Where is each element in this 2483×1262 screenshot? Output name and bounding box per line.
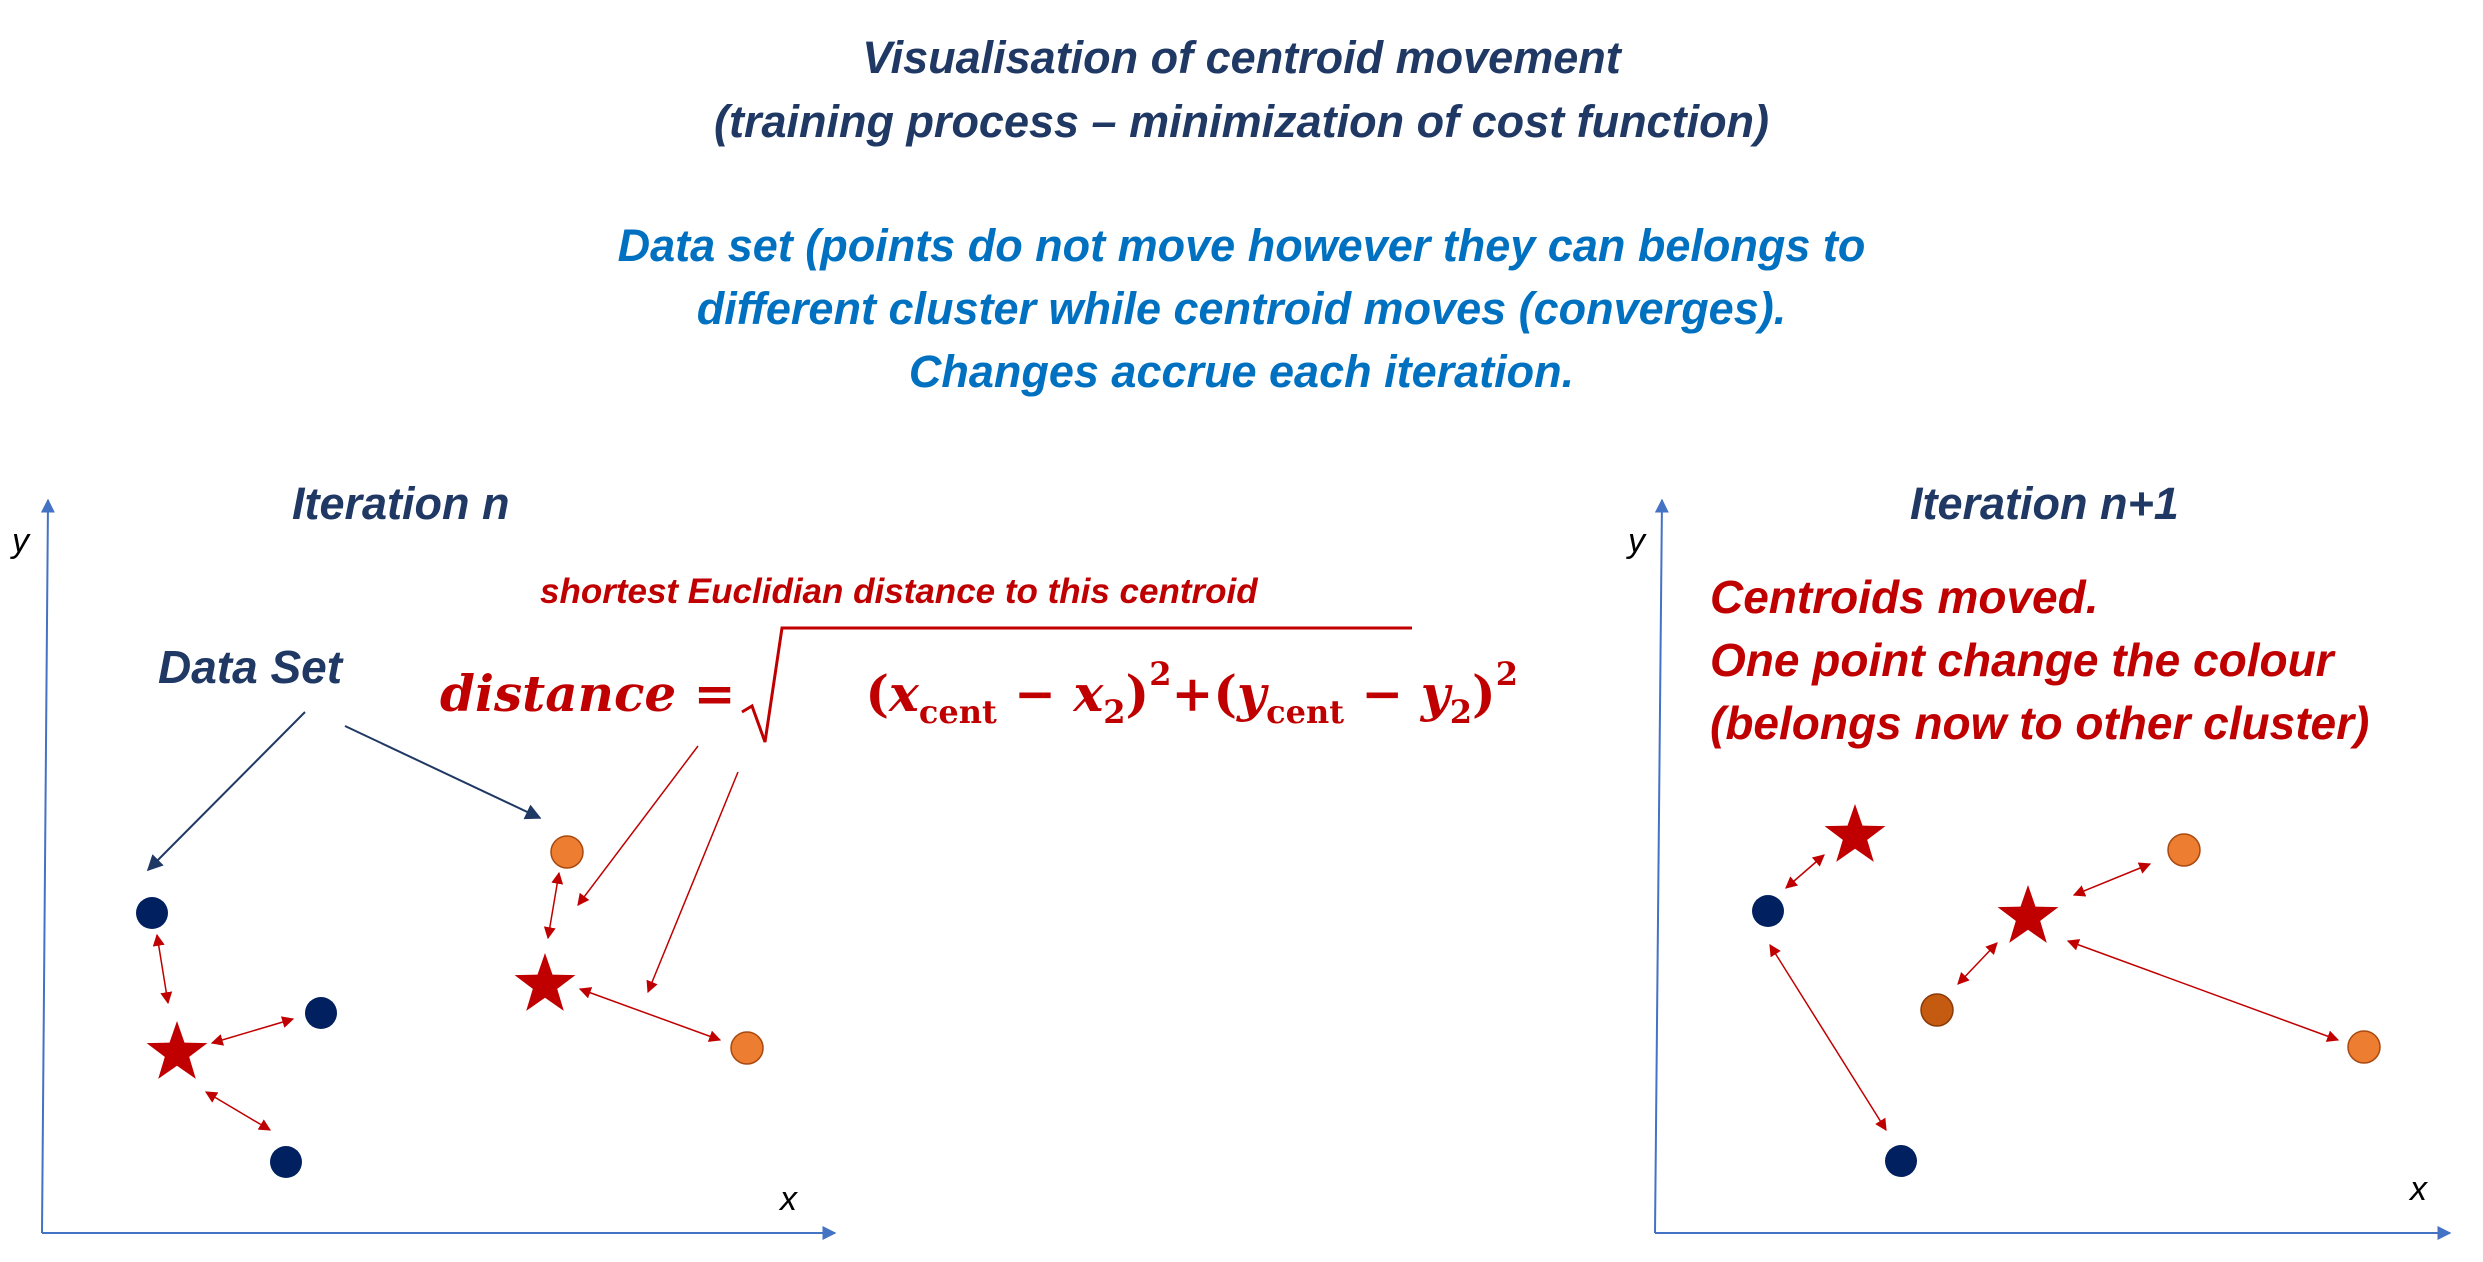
description-line2: different cluster while centroid moves (…	[696, 283, 1787, 334]
data-point-navy	[1885, 1145, 1917, 1177]
formula-x-cent-sub: cent	[918, 693, 997, 731]
left-distance-arrow	[578, 987, 722, 1042]
data-point-navy	[136, 897, 168, 929]
data-point-orange	[2167, 833, 2201, 867]
right-note-line1: Centroids moved.	[1710, 571, 2099, 623]
right-distance-arrow	[1769, 943, 1887, 1132]
data-set-arrow-right	[344, 725, 542, 820]
data-point-orange	[730, 1031, 764, 1065]
left-panel-heading: Iteration n	[292, 478, 510, 529]
left-distance-arrow	[152, 933, 173, 1005]
right-distance-arrow	[1785, 854, 1825, 889]
centroid-star-icon	[1824, 804, 1886, 862]
right-distance-arrow	[2072, 862, 2152, 897]
left-y-axis-label: y	[12, 522, 29, 560]
right-distance-arrow	[1957, 942, 1998, 985]
description-line1: Data set (points do not move however the…	[617, 220, 1866, 271]
centroid-star-icon	[146, 1021, 208, 1079]
data-point-navy	[1752, 895, 1784, 927]
right-x-axis-label: x	[2410, 1170, 2427, 1208]
formula-power-2: 2	[1495, 655, 1518, 693]
formula-y2: y	[1420, 664, 1450, 723]
left-distance-arrow	[543, 871, 564, 940]
data-point-orange	[2347, 1030, 2381, 1064]
formula-power-1: 2	[1149, 655, 1172, 693]
formula-radicand: (xcent − x2)2+(ycent − y2)2	[865, 655, 1518, 731]
data-point-navy	[270, 1146, 302, 1178]
left-distance-arrow	[210, 1016, 295, 1046]
formula-pointer-arrow-1	[577, 745, 699, 906]
formula-pointer-arrow-2	[646, 771, 739, 994]
formula-x2-sub: 2	[1103, 693, 1126, 731]
right-y-axis	[1654, 498, 1669, 1234]
centroid-star-icon	[1997, 885, 2059, 943]
description-line3: Changes accrue each iteration.	[908, 346, 1575, 397]
right-note-line2: One point change the colour	[1710, 634, 2334, 686]
left-distance-arrow	[204, 1091, 272, 1131]
formula-x-cent: x	[889, 664, 919, 723]
right-panel-heading: Iteration n+1	[1910, 478, 2179, 529]
data-set-label: Data Set	[158, 641, 343, 693]
formula-sqrt-sign	[741, 626, 1412, 743]
data-point-orange-changed	[1920, 993, 1954, 1027]
page-title-line2: (training process – minimization of cost…	[713, 96, 1770, 147]
formula-lhs: distance =	[440, 664, 736, 723]
distance-formula: distance = (xcent − x2)2+(ycent − y2)2	[440, 655, 1518, 731]
centroid-star-icon	[514, 953, 576, 1011]
distance-note: shortest Euclidian distance to this cent…	[540, 572, 1258, 611]
data-set-arrow-left	[146, 711, 306, 872]
formula-y2-sub: 2	[1449, 693, 1473, 731]
right-note-line3: (belongs now to other cluster)	[1710, 697, 2370, 749]
formula-y-cent-sub: cent	[1266, 693, 1344, 731]
formula-y-cent: y	[1237, 664, 1267, 723]
formula-x2: x	[1073, 664, 1104, 723]
data-point-orange	[550, 835, 584, 869]
right-y-axis-label: y	[1628, 522, 1645, 560]
left-y-axis	[40, 498, 55, 1234]
data-point-navy	[305, 997, 337, 1029]
left-x-axis-label: x	[780, 1180, 797, 1218]
right-distance-arrow	[2066, 939, 2340, 1042]
page-title-line1: Visualisation of centroid movement	[862, 32, 1621, 83]
